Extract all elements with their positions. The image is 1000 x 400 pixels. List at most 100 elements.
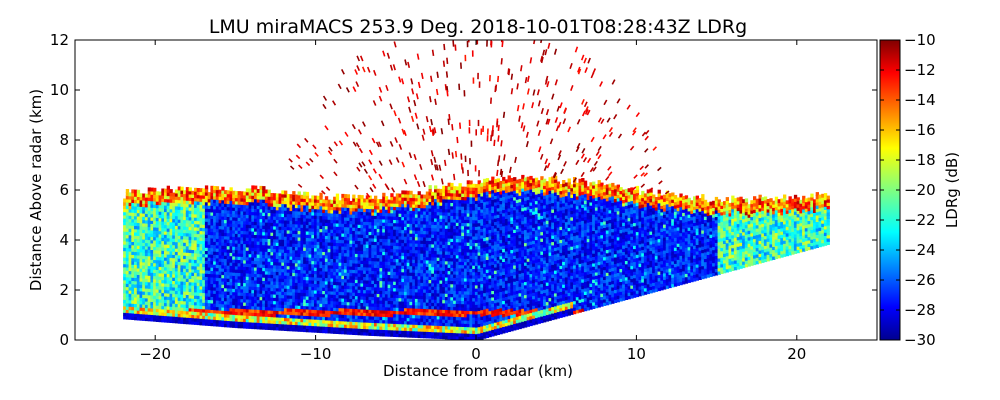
ldr-cell — [275, 271, 280, 276]
ldr-cell — [292, 311, 296, 316]
ldr-cell — [215, 296, 220, 301]
ldr-cell — [368, 322, 372, 327]
ldr-cell — [393, 251, 397, 256]
ldr-cell — [196, 233, 200, 238]
ldr-cell — [395, 222, 400, 227]
ldr-cell — [368, 221, 372, 226]
ldr-cell — [207, 299, 211, 304]
ldr-cell — [150, 301, 154, 306]
ldr-cell — [150, 210, 154, 215]
ldr-cell — [387, 274, 391, 279]
ldr-cell — [442, 276, 446, 281]
ldr-cell — [324, 196, 329, 201]
ldr-cell — [194, 220, 198, 225]
ldr-cell — [202, 220, 206, 225]
ldr-cell — [311, 208, 315, 213]
ldr-cell — [354, 259, 359, 264]
ldr-cell — [363, 224, 367, 229]
ldr-cell — [308, 237, 312, 242]
ldr-cell — [324, 271, 329, 275]
ldr-cell — [204, 276, 209, 281]
ldr-cell — [417, 252, 421, 257]
ldr-cell — [294, 272, 299, 277]
ldr-cell — [390, 209, 394, 214]
ldr-cell — [346, 317, 350, 322]
ldr-cell — [275, 303, 280, 308]
ldr-cell — [319, 264, 323, 269]
ldr-cell — [210, 247, 214, 252]
ldr-cell — [316, 299, 320, 304]
ldr-cell — [158, 308, 162, 313]
ldr-cell — [303, 321, 307, 326]
ldr-cell — [412, 278, 416, 283]
ldr-cell — [371, 273, 375, 278]
ldr-cell — [414, 314, 419, 319]
ldr-cell — [292, 269, 296, 273]
ldr-cell — [436, 309, 440, 313]
ldr-cell — [330, 216, 334, 220]
ldr-cell — [412, 252, 416, 257]
ldr-cell — [316, 290, 320, 294]
ldr-cell — [308, 250, 312, 255]
ldr-cell — [183, 209, 187, 214]
ldr-cell — [344, 278, 348, 283]
ldr-cell — [414, 295, 419, 299]
ldr-cell — [294, 249, 299, 254]
ldr-cell — [352, 311, 356, 316]
ldr-cell — [289, 320, 293, 325]
ldr-cell — [164, 195, 168, 200]
ldr-cell — [434, 237, 438, 242]
ldr-cell — [166, 185, 170, 190]
ldr-cell — [169, 263, 173, 268]
ldr-cell — [404, 226, 408, 231]
ldr-cell — [243, 308, 247, 313]
ldr-cell — [221, 280, 225, 285]
ldr-cell — [180, 206, 184, 211]
ldr-cell — [371, 247, 375, 252]
ldr-cell — [436, 270, 440, 274]
ldr-cell — [330, 307, 334, 311]
ldr-cell — [278, 326, 282, 331]
ldr-cell — [393, 316, 397, 321]
ldr-cell — [259, 218, 263, 223]
ldr-cell — [185, 255, 190, 260]
ldr-cell — [352, 214, 356, 218]
ldr-cell — [300, 240, 304, 245]
ldr-cell — [406, 210, 410, 215]
ldr-cell — [414, 324, 419, 329]
ldr-cell — [412, 236, 416, 241]
ldr-cell — [319, 257, 323, 262]
ldr-cell — [434, 308, 438, 313]
ldr-cell — [425, 298, 430, 303]
ldr-cell — [166, 214, 170, 219]
ldr-cell — [215, 283, 220, 288]
ldr-cell — [188, 203, 192, 208]
ldr-cell — [322, 280, 326, 285]
ldr-cell — [204, 250, 209, 255]
ldr-cell — [172, 273, 176, 278]
ldr-cell — [442, 244, 446, 249]
ldr-cell — [240, 220, 244, 225]
ldr-cell — [243, 204, 247, 209]
ldr-cell — [194, 204, 198, 208]
ldr-cell — [144, 317, 149, 322]
ldr-cell — [226, 213, 230, 217]
ldr-cell — [412, 285, 416, 290]
ldr-cell — [125, 198, 130, 203]
ldr-cell — [136, 313, 141, 318]
ldr-cell — [254, 185, 258, 190]
ldr-cell — [164, 308, 168, 313]
ldr-cell — [204, 204, 209, 209]
ldr-cell — [442, 322, 446, 327]
ldr-cell — [158, 269, 162, 274]
ldr-cell — [346, 265, 350, 270]
ldr-cell — [398, 297, 402, 302]
ldr-cell — [134, 287, 138, 291]
ldr-cell — [324, 261, 329, 266]
ldr-cell — [248, 224, 252, 229]
ldr-cell — [442, 234, 446, 239]
ldr-cell — [155, 227, 160, 231]
ldr-cell — [327, 206, 331, 210]
ldr-cell — [357, 321, 361, 326]
ldr-cell — [262, 270, 266, 275]
